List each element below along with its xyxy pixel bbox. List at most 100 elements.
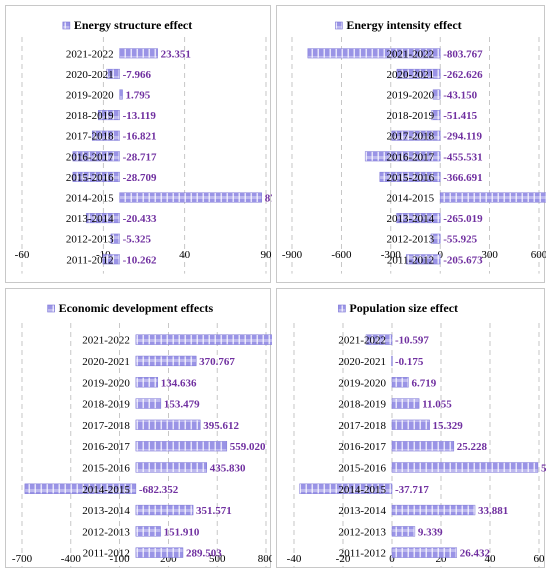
panel-population-size: Population size effect -40 -20 0 20 40 60 2011-… (276, 288, 546, 568)
bar (391, 398, 420, 409)
x-tick-label: 500 (209, 553, 226, 565)
chart-energy-intensity: Energy intensity effect -900 -600 -300 0 300 6… (282, 18, 546, 274)
value-label: -294.119 (443, 131, 482, 143)
category-label: 2021-2022 (66, 48, 114, 60)
category-label: 2014-2015 (66, 193, 114, 205)
x-tick-label: 40 (485, 553, 497, 565)
category-label: 2018-2019 (82, 399, 130, 411)
value-label: 351.571 (196, 505, 232, 517)
value-label: 435.830 (210, 462, 246, 474)
category-label: 2019-2020 (66, 90, 114, 102)
legend-swatch (62, 21, 71, 30)
category-label: 2015-2016 (387, 172, 435, 184)
legend-swatch (335, 21, 343, 30)
value-label: -7.966 (123, 69, 152, 81)
category-label: 2017-2018 (66, 131, 114, 143)
bar (439, 192, 546, 203)
value-label: -37.717 (395, 484, 429, 496)
value-label: -51.415 (443, 110, 477, 122)
category-label: 2013-2014 (338, 505, 386, 517)
category-label: 2020-2021 (82, 356, 130, 368)
value-label: -16.821 (123, 131, 157, 143)
bar (391, 526, 416, 537)
bar (119, 48, 158, 59)
bar (72, 171, 120, 182)
value-label: 9.339 (418, 526, 443, 538)
bar (135, 419, 201, 430)
bar (391, 547, 458, 558)
value-label: 33.881 (478, 505, 508, 517)
category-label: 2018-2019 (387, 110, 435, 122)
bar (391, 419, 430, 430)
category-label: 2011-2012 (339, 548, 386, 560)
category-label: 2019-2020 (338, 377, 386, 389)
category-label: 2019-2020 (82, 377, 130, 389)
category-label: 2016-2017 (66, 151, 114, 163)
x-tick-label: 0 (437, 249, 443, 261)
category-label: 2011-2012 (66, 254, 113, 266)
bar (391, 130, 441, 141)
value-label: -265.019 (443, 213, 483, 225)
chart-title: Energy intensity effect (346, 18, 461, 32)
bar (98, 110, 120, 121)
value-label: 11.055 (422, 399, 452, 411)
x-tick-label: -40 (287, 553, 302, 565)
bar (391, 441, 455, 452)
x-tick-label: -20 (336, 553, 351, 565)
chart-population-size: Population size effect -40 -20 0 20 40 60 2011-… (287, 301, 546, 568)
value-label: 151.910 (164, 526, 200, 538)
chart-title: Energy structure effect (74, 18, 192, 32)
value-label: -55.925 (443, 234, 477, 246)
legend-swatch (47, 304, 55, 313)
bar (119, 192, 262, 203)
x-tick-label: 0 (389, 553, 395, 565)
chart-energy-structure: Energy structure effect-60-1040902011-20… (15, 18, 272, 274)
category-label: 2018-2019 (66, 110, 114, 122)
category-label: 2016-2017 (387, 151, 435, 163)
bar (135, 547, 184, 558)
bar (106, 68, 120, 79)
value-label: 153.479 (164, 399, 200, 411)
bar (391, 377, 409, 388)
category-label: 2017-2018 (338, 420, 386, 432)
bar (430, 233, 441, 244)
value-label: 370.767 (199, 356, 235, 368)
bar (135, 526, 161, 537)
category-label: 2012-2013 (387, 234, 435, 246)
category-label: 2020-2021 (338, 356, 386, 368)
value-label: -455.531 (443, 151, 482, 163)
category-label: 2012-2013 (338, 526, 386, 538)
bar (391, 504, 476, 516)
category-label: 2019-2020 (387, 90, 435, 102)
x-tick-label: 300 (481, 249, 498, 261)
value-label: -803.767 (443, 48, 483, 60)
category-label: 2012-2013 (66, 234, 114, 246)
category-label: 2015-2016 (66, 172, 114, 184)
bar (86, 213, 120, 224)
category-label: 2017-2018 (387, 131, 435, 143)
category-label: 2021-2022 (387, 48, 435, 60)
value-label: -205.673 (443, 254, 483, 266)
category-label: 2014-2015 (82, 484, 130, 496)
category-label: 2013-2014 (387, 213, 435, 225)
value-label: -43.150 (443, 90, 477, 102)
chart-title: Population size effect (349, 301, 458, 315)
value-label: 87.363 (265, 193, 272, 205)
x-tick-label: -900 (282, 249, 303, 261)
category-label: 2014-2015 (387, 193, 435, 205)
category-label: 2016-2017 (338, 441, 386, 453)
bar (135, 441, 228, 452)
chart-title: Economic development effects (59, 301, 214, 315)
bar (379, 171, 441, 182)
bar (396, 213, 441, 224)
value-label: -366.691 (443, 172, 482, 184)
chart-economic-development: Economic development effects -700 -400 -100… (12, 301, 272, 568)
value-label: -10.262 (123, 254, 157, 266)
bar (110, 233, 120, 244)
value-label: 15.329 (433, 420, 464, 432)
bar (406, 254, 441, 265)
value-label: -28.709 (123, 172, 157, 184)
legend-swatch (338, 304, 346, 313)
category-label: 2013-2014 (82, 505, 130, 517)
bar (119, 89, 123, 100)
